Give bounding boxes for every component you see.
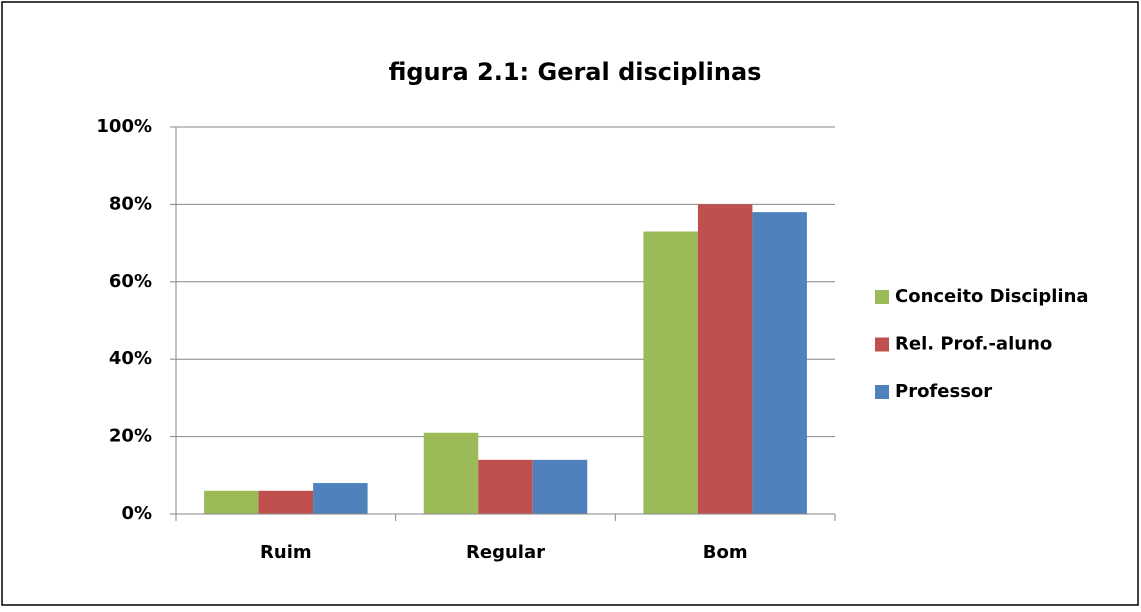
legend-label: Conceito Disciplina <box>895 286 1089 307</box>
x-tick-label: Bom <box>703 542 748 563</box>
y-tick-label: 100% <box>96 116 152 137</box>
y-tick-label: 40% <box>109 348 152 369</box>
x-tick-label: Ruim <box>260 542 312 563</box>
legend-swatch <box>875 385 889 399</box>
chart-title: figura 2.1: Geral disciplinas <box>389 58 762 86</box>
bar <box>423 432 479 514</box>
y-tick-label: 60% <box>109 271 152 292</box>
y-tick-label: 80% <box>109 193 152 214</box>
x-tick-label: Regular <box>466 542 545 563</box>
bar <box>752 212 807 514</box>
legend-label: Professor <box>895 381 992 402</box>
legend-swatch <box>875 290 889 304</box>
y-tick-label: 20% <box>109 426 152 447</box>
bar <box>643 231 698 515</box>
y-tick-label: 0% <box>121 503 152 524</box>
bar <box>258 490 314 514</box>
bar <box>204 490 259 514</box>
bar <box>532 459 588 514</box>
legend-swatch <box>875 337 889 352</box>
bar <box>313 483 368 514</box>
bar <box>697 204 753 514</box>
legend-label: Rel. Prof.-aluno <box>895 334 1052 355</box>
bar <box>478 459 533 514</box>
